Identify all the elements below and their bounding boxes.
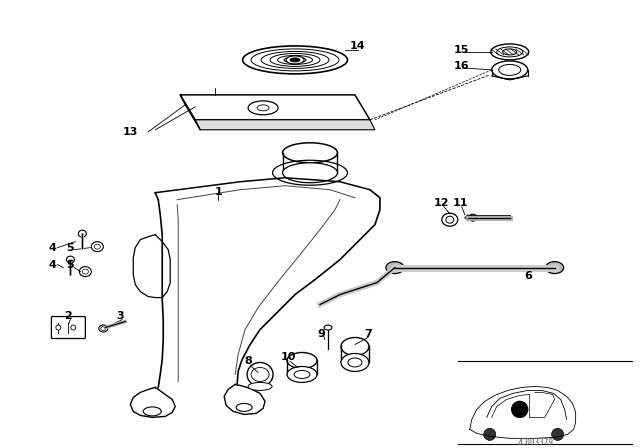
Ellipse shape — [251, 367, 269, 381]
Text: 13: 13 — [123, 127, 138, 137]
Ellipse shape — [442, 213, 458, 226]
Circle shape — [512, 401, 528, 418]
Ellipse shape — [386, 262, 404, 274]
Ellipse shape — [491, 44, 529, 60]
Ellipse shape — [257, 105, 269, 111]
Text: 16: 16 — [454, 61, 470, 71]
Text: 11: 11 — [453, 198, 468, 208]
Ellipse shape — [101, 327, 106, 331]
Ellipse shape — [78, 230, 86, 237]
Ellipse shape — [499, 65, 521, 75]
Ellipse shape — [468, 214, 477, 221]
Ellipse shape — [290, 58, 300, 62]
Ellipse shape — [71, 325, 76, 330]
FancyBboxPatch shape — [51, 317, 85, 339]
Polygon shape — [180, 95, 370, 120]
Ellipse shape — [282, 163, 337, 183]
Ellipse shape — [294, 370, 310, 379]
Ellipse shape — [341, 337, 369, 355]
Polygon shape — [195, 120, 375, 130]
Ellipse shape — [282, 143, 337, 163]
Text: 2: 2 — [65, 310, 72, 320]
Text: 10: 10 — [280, 353, 296, 362]
Text: 12: 12 — [434, 198, 449, 208]
Ellipse shape — [248, 383, 272, 391]
Ellipse shape — [56, 325, 61, 330]
Ellipse shape — [248, 101, 278, 115]
Text: 14: 14 — [350, 41, 365, 51]
Text: 1: 1 — [214, 187, 222, 197]
Text: 7: 7 — [364, 328, 372, 339]
Ellipse shape — [446, 216, 454, 223]
Text: 15: 15 — [454, 45, 470, 55]
Text: 5: 5 — [67, 243, 74, 253]
Text: 6: 6 — [524, 271, 532, 280]
Ellipse shape — [324, 325, 332, 330]
Ellipse shape — [94, 244, 100, 249]
Circle shape — [484, 428, 496, 440]
Text: 4: 4 — [49, 243, 56, 253]
Ellipse shape — [236, 403, 252, 411]
Text: 3: 3 — [116, 310, 124, 320]
Ellipse shape — [143, 407, 161, 416]
Ellipse shape — [92, 241, 103, 252]
Ellipse shape — [503, 49, 516, 55]
Ellipse shape — [79, 267, 92, 276]
Ellipse shape — [492, 61, 528, 79]
Ellipse shape — [341, 353, 369, 371]
Text: 8: 8 — [244, 357, 252, 366]
Ellipse shape — [99, 325, 108, 332]
Text: 4: 4 — [49, 259, 56, 270]
Ellipse shape — [247, 362, 273, 387]
Text: 9: 9 — [317, 328, 325, 339]
Circle shape — [552, 428, 564, 440]
Ellipse shape — [546, 262, 564, 274]
Ellipse shape — [287, 353, 317, 368]
Text: 5: 5 — [67, 259, 74, 270]
Ellipse shape — [348, 358, 362, 367]
Ellipse shape — [67, 256, 74, 263]
Ellipse shape — [243, 46, 348, 74]
Ellipse shape — [83, 269, 88, 274]
Ellipse shape — [497, 47, 523, 57]
Ellipse shape — [287, 366, 317, 383]
Text: 2C003379: 2C003379 — [516, 438, 553, 447]
Ellipse shape — [286, 56, 304, 64]
